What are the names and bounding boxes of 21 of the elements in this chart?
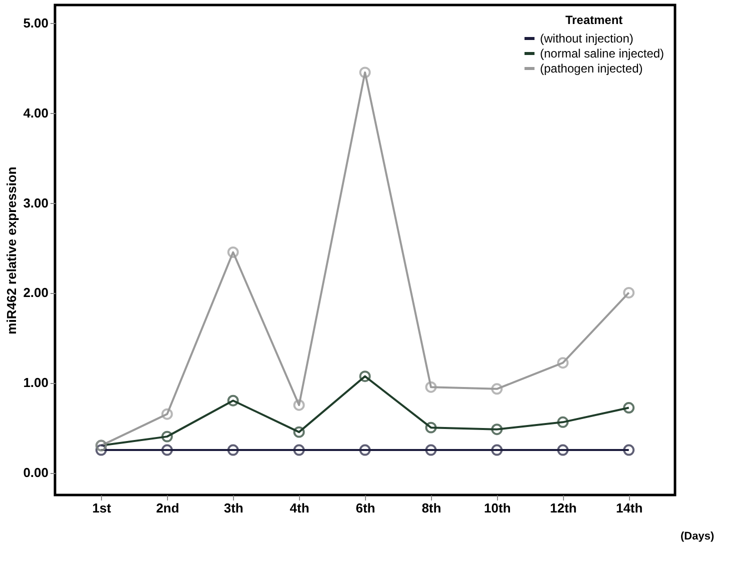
x-tick-label: 14th: [616, 500, 643, 516]
y-tick-label: 2.00: [23, 285, 48, 300]
legend-title: Treatment: [565, 13, 623, 27]
x-tick-label: 2nd: [156, 500, 180, 516]
y-tick-label: 3.00: [23, 195, 48, 210]
x-tick-label: 6th: [356, 500, 376, 516]
y-axis-title: miR462 relative expression: [4, 166, 20, 334]
y-tick-label: 4.00: [23, 105, 48, 120]
x-tick-label: 4th: [290, 500, 310, 516]
legend-label: (pathogen injected): [540, 62, 643, 76]
x-tick-label: 8th: [422, 500, 442, 516]
x-tick-label: 10th: [484, 500, 511, 516]
x-axis-title: (Days): [680, 530, 714, 542]
legend-label: (without injection): [540, 32, 634, 46]
x-tick-label: 12th: [550, 500, 577, 516]
x-tick-label: 1st: [92, 500, 112, 516]
x-tick-label: 3th: [224, 500, 244, 516]
legend-label: (normal saline injected): [540, 46, 664, 60]
y-tick-label: 5.00: [23, 15, 48, 30]
y-tick-label: 1.00: [23, 375, 48, 390]
y-tick-label: 0.00: [23, 465, 48, 480]
